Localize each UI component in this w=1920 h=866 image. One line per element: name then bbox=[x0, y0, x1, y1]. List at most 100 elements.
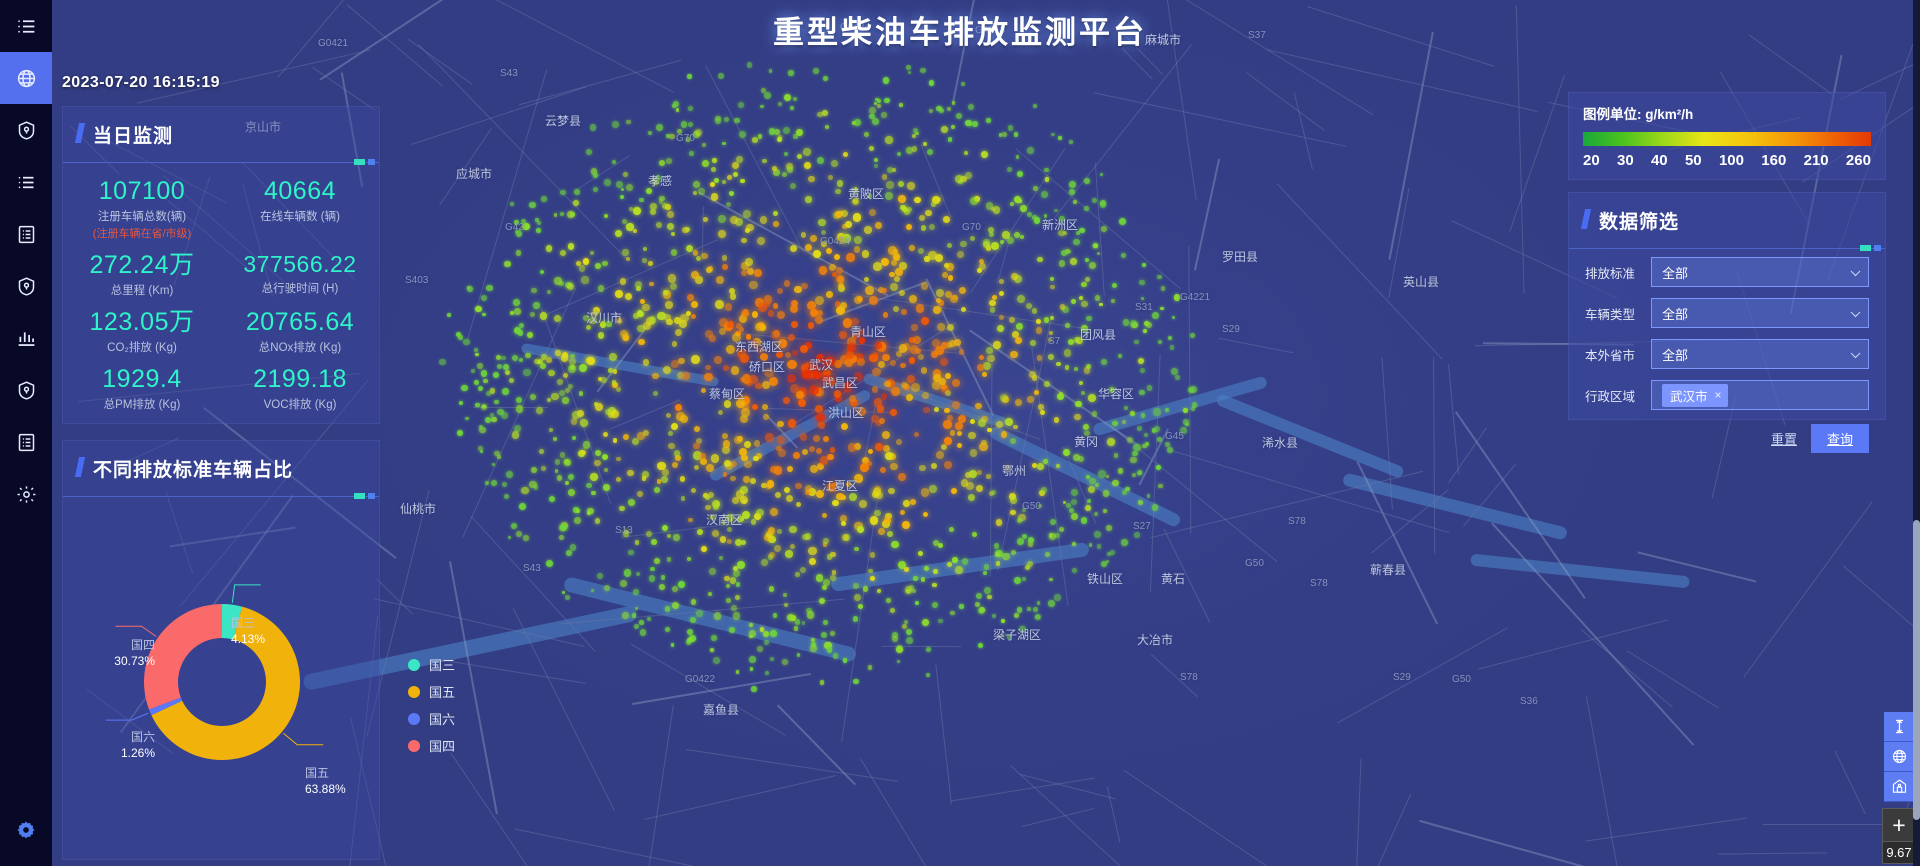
sidebar-item-shield-1[interactable] bbox=[0, 104, 52, 156]
emission-point bbox=[808, 175, 815, 183]
emission-point bbox=[620, 187, 625, 192]
emission-point bbox=[905, 65, 911, 70]
measure-button[interactable] bbox=[1884, 712, 1914, 742]
emission-point bbox=[976, 469, 982, 475]
legend-item[interactable]: 国五 bbox=[407, 682, 455, 701]
stat-cell: 272.24万 总里程 (Km) bbox=[63, 247, 221, 302]
filter-label: 车辆类型 bbox=[1585, 307, 1636, 322]
emission-point bbox=[590, 588, 594, 592]
filter-select[interactable]: 全部 bbox=[1651, 298, 1869, 328]
emission-point bbox=[633, 588, 639, 595]
sidebar-item-globe[interactable] bbox=[0, 52, 52, 104]
emission-point bbox=[510, 202, 515, 206]
emission-point bbox=[1034, 613, 1041, 620]
emission-point bbox=[619, 195, 625, 200]
sidebar-item-menu[interactable] bbox=[0, 0, 52, 52]
emission-point bbox=[600, 376, 607, 384]
donut-slice[interactable] bbox=[149, 697, 183, 716]
legend-label: 国六 bbox=[428, 712, 455, 727]
map-label: 青山区 bbox=[850, 325, 887, 339]
emission-point bbox=[743, 440, 752, 449]
emission-point bbox=[995, 518, 1003, 526]
emission-point bbox=[929, 223, 936, 230]
emission-point bbox=[761, 380, 770, 389]
donut-slice[interactable] bbox=[222, 604, 243, 640]
emission-point bbox=[712, 158, 717, 163]
emission-point bbox=[589, 124, 597, 131]
sidebar-item-shield-2[interactable] bbox=[0, 260, 52, 312]
donut-chart[interactable]: 国三 4.13% 国五 63.88% 国六 1.26% 国四 30.73% 国三 国五 国六 国四 bbox=[63, 497, 455, 857]
emission-point bbox=[768, 377, 778, 386]
emission-point bbox=[876, 99, 881, 104]
filter-select[interactable]: 全部 bbox=[1651, 339, 1869, 369]
emission-point bbox=[905, 393, 913, 401]
scrollbar-thumb[interactable] bbox=[1913, 520, 1920, 820]
emission-point bbox=[836, 180, 844, 188]
emission-point bbox=[548, 427, 553, 432]
emission-point bbox=[603, 584, 611, 592]
donut-slice[interactable] bbox=[144, 604, 222, 710]
donut-legend[interactable]: 国三国五国六国四 bbox=[407, 655, 455, 763]
zoom-in-button[interactable]: + bbox=[1882, 808, 1916, 842]
emission-point bbox=[1084, 430, 1090, 437]
sidebar-item-list[interactable] bbox=[0, 156, 52, 208]
emission-point bbox=[1067, 249, 1071, 254]
emission-point bbox=[673, 450, 681, 457]
emission-point bbox=[658, 199, 664, 204]
document-icon bbox=[18, 433, 34, 451]
emission-point bbox=[705, 364, 711, 371]
emission-point bbox=[950, 611, 955, 616]
sidebar-item-settings[interactable] bbox=[0, 468, 52, 520]
legend-item[interactable]: 国三 bbox=[407, 655, 455, 674]
emission-point bbox=[636, 286, 641, 291]
legend-item[interactable]: 国六 bbox=[407, 709, 455, 728]
filter-select[interactable]: 武汉市 × bbox=[1651, 380, 1869, 410]
emission-point bbox=[870, 414, 880, 424]
query-button[interactable]: 查询 bbox=[1810, 424, 1869, 453]
emission-point bbox=[969, 197, 978, 206]
emission-point bbox=[805, 485, 813, 493]
emission-point bbox=[705, 329, 714, 338]
emission-point bbox=[793, 134, 798, 139]
emission-point bbox=[686, 293, 694, 301]
sidebar-item-document-1[interactable] bbox=[0, 208, 52, 260]
emission-point bbox=[829, 446, 836, 453]
emission-point bbox=[489, 388, 496, 394]
emission-point bbox=[852, 616, 859, 622]
legend-item[interactable]: 国四 bbox=[407, 736, 455, 755]
emission-point bbox=[885, 136, 893, 144]
donut-label-name: 国三 bbox=[231, 616, 256, 630]
sidebar-item-chart[interactable] bbox=[0, 312, 52, 364]
emission-point bbox=[998, 279, 1004, 285]
emission-point bbox=[1027, 212, 1033, 218]
emission-point bbox=[833, 254, 840, 261]
filter-select[interactable]: 全部 bbox=[1651, 257, 1869, 287]
emission-point bbox=[890, 462, 898, 471]
page-scrollbar[interactable] bbox=[1913, 0, 1920, 866]
emission-point bbox=[804, 341, 813, 350]
emission-point bbox=[853, 246, 861, 253]
reset-button[interactable]: 重置 bbox=[1770, 432, 1797, 447]
emission-point bbox=[749, 374, 759, 384]
sidebar-item-document-2[interactable] bbox=[0, 416, 52, 468]
selected-tag[interactable]: 武汉市 × bbox=[1662, 383, 1728, 407]
map-label: 黄冈 bbox=[1074, 435, 1099, 449]
emission-point bbox=[884, 191, 893, 200]
emission-point bbox=[938, 619, 943, 624]
donut-slice[interactable] bbox=[151, 606, 300, 760]
emission-point bbox=[1147, 385, 1153, 391]
emission-point bbox=[1141, 262, 1147, 268]
sidebar-item-bottom-settings[interactable] bbox=[0, 804, 52, 856]
close-icon[interactable]: × bbox=[1714, 388, 1722, 402]
emission-point bbox=[615, 290, 624, 299]
emission-point bbox=[832, 570, 837, 575]
map-label: 孝感 bbox=[648, 174, 673, 188]
poi-button[interactable] bbox=[1884, 772, 1914, 802]
emission-point bbox=[508, 536, 512, 540]
base-map-button[interactable] bbox=[1884, 742, 1914, 772]
emission-point bbox=[788, 70, 794, 76]
sidebar-item-shield-3[interactable] bbox=[0, 364, 52, 416]
emission-point bbox=[753, 455, 759, 462]
emission-point bbox=[1027, 146, 1034, 154]
